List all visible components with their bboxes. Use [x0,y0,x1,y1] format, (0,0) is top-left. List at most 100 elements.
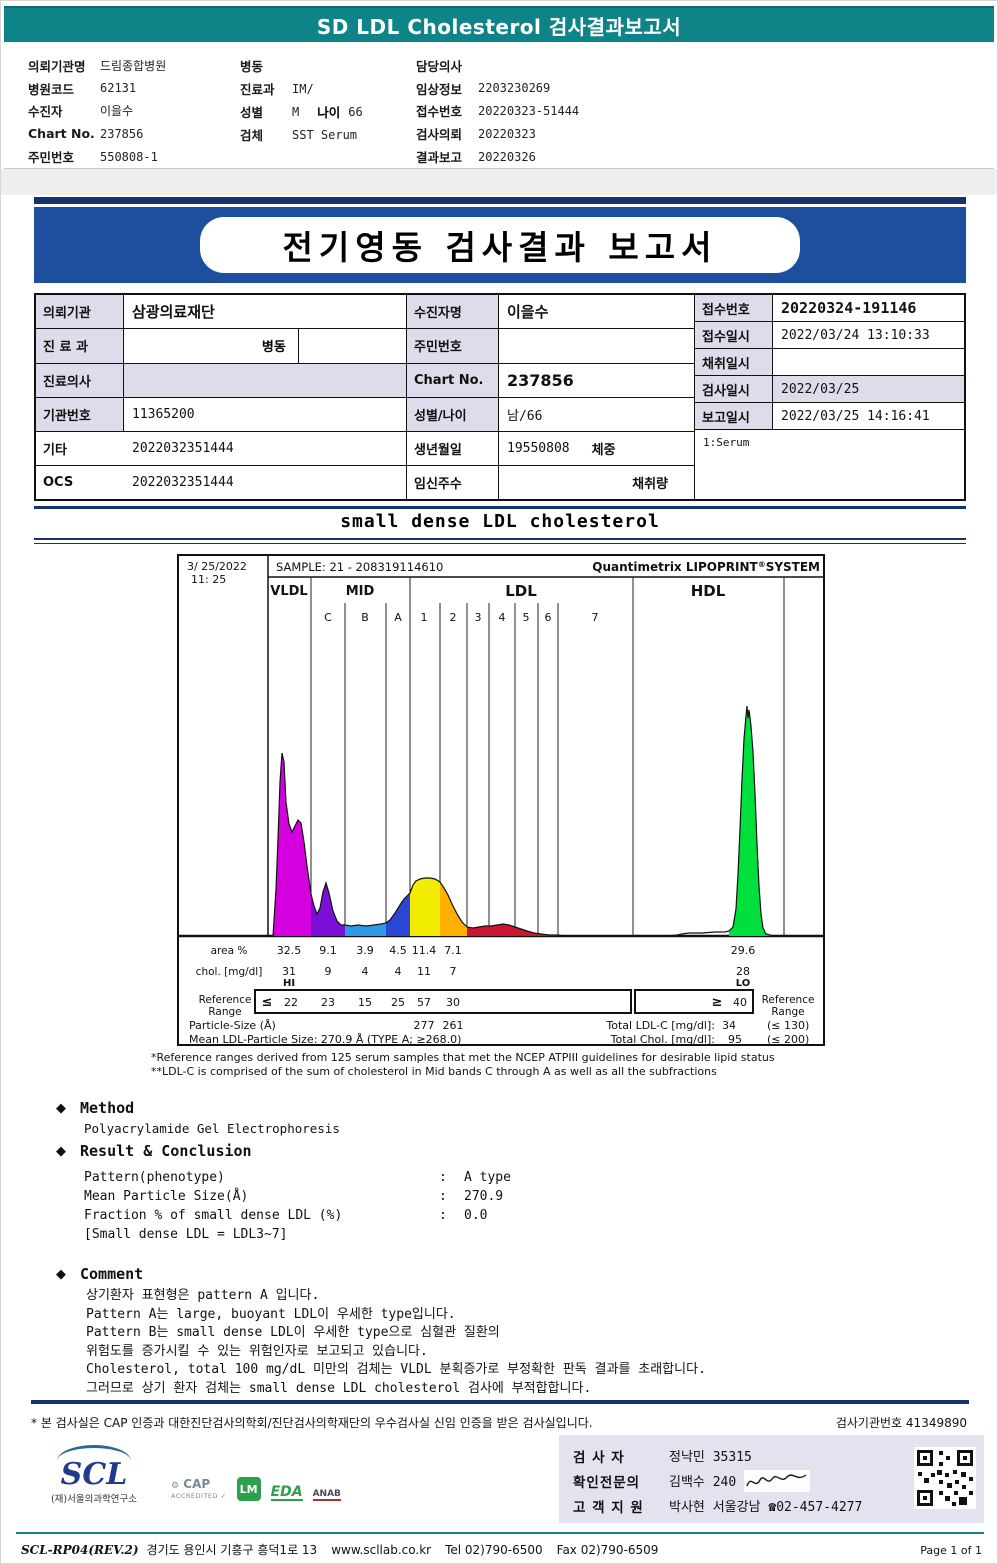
field-label: 진료과 [240,82,275,97]
result-label: Fraction % of small dense LDL (%) [84,1208,343,1223]
chart-footnotes: *Reference ranges derived from 125 serum… [151,1051,775,1079]
tel-text: Tel 02)790-6500 [445,1543,543,1557]
cell-value: 2022/03/24 13:10:33 [781,327,930,343]
brand-part2: SYSTEM [766,560,820,574]
result-label: Pattern(phenotype) [84,1170,225,1185]
cell-label: 접수번호 [695,295,773,321]
cell-value: 병동 [124,329,406,363]
cell-label: 성별/나이 [407,397,499,432]
patient-row: 검사의뢰 20220323 [416,122,796,145]
field-value: 20220326 [478,149,536,164]
registered-mark-icon: ® [758,560,766,569]
curve-outline-left [268,752,566,937]
org-number-value: 41349890 [905,1416,967,1430]
result-heading-text: Result & Conclusion [80,1142,252,1160]
field-label: Chart No. [28,126,95,142]
divider-strip [1,169,997,195]
signature-row: 검 사 자 정낙민 35315 [573,1443,974,1468]
footnote-1: *Reference ranges derived from 125 serum… [151,1051,775,1064]
method-section: ◆ Method Polyacrylamide Gel Electrophore… [56,1099,756,1246]
weight-label: 체중 [591,442,616,458]
comment-line: 그러므로 상기 환자 검체는 small dense LDL cholester… [86,1380,592,1396]
patient-row: 담당의사 [416,54,796,77]
result-note-text: [Small dense LDL = LDL3~7] [84,1227,288,1242]
ref-box-right [634,989,754,1014]
ref-label-left-1: Reference [199,994,252,1006]
field-value: 이을수 [100,104,134,119]
scl-logo-text: SCL [60,1457,128,1492]
field-value: M [292,104,300,119]
reviewer-label: 확인전문의 [573,1474,641,1491]
field-label: 나이 [317,105,341,120]
accreditation-text: * 본 검사실은 CAP 인증과 대한진단검사의학회/진단검사의학재단의 우수검… [31,1416,593,1430]
serum-note: 1:Serum [703,436,750,449]
birthdate-value: 19550808 [507,440,570,456]
row-label-chol: chol. [mg/dl] [196,966,263,978]
comment-line: 위험도를 증가시킬 수 있는 위험인자로 보고되고 있습니다. [86,1343,428,1359]
cell-value: 237856 [507,370,574,390]
collection-amount-label: 채취량 [632,476,668,492]
banner-title-box: 전기영동 검사결과 보고서 [200,217,800,273]
lipoprint-chart: 3/ 25/2022 11: 25 SAMPLE: 21 - 208319114… [177,554,825,1046]
banner-title: 전기영동 검사결과 보고서 [282,228,718,267]
curve-hdl [729,706,774,936]
table-row: OCS 2022032351444 [36,465,406,499]
chol-hdl: 28 [736,965,750,978]
curve-ldl3-7 [467,924,565,936]
result-row: Mean Particle Size(Å) : 270.9 [84,1189,756,1208]
patient-row: Chart No. 237856 [28,122,240,145]
sample-id: SAMPLE: 21 - 208319114610 [276,560,443,574]
result-heading: ◆ Result & Conclusion [56,1142,756,1160]
order-info-left: 의뢰기관 삼광의료재단 진 료 과 병동 진료의사 기관번호 11365200 … [36,295,406,499]
cell-value: 2022032351444 [132,474,234,490]
cell-value: 19550808 체중 [499,432,694,464]
subband-b: B [361,611,369,624]
row-label-particle: Particle-Size (Å) [189,1019,276,1032]
field-value: 2203230269 [478,81,551,96]
field-value: 66 [348,104,363,119]
area-mid-b: 3.9 [356,944,374,957]
table-row: 진료의사 [36,363,406,398]
support-value: 박사현 서울강남 ☎02-457-4277 [669,1500,863,1515]
section-title: small dense LDL cholesterol [340,511,660,532]
total-ldl-ref: (≤ 130) [767,1019,809,1032]
band-label-vldl: VLDL [270,584,307,599]
table-row: 기타 2022032351444 [36,432,406,466]
cell-label: 진료의사 [36,363,124,397]
ref-label-right-2: Range [771,1006,804,1018]
diamond-icon: ◆ [56,1266,66,1282]
banner-top-strip [34,197,966,204]
patient-info-block: 의뢰기관명 드림종합병원 병원코드 62131 수진자 이을수 Chart No… [4,44,994,169]
band-label-ldl: LDL [505,582,537,600]
subband-6: 6 [545,611,552,624]
report-title: SD LDL Cholesterol 검사결과보고서 [316,14,682,39]
signature-icon [744,1469,811,1492]
ref-label-left-2: Range [208,1006,241,1018]
field-value: SST Serum [292,127,358,142]
chart-time: 11: 25 [191,573,226,586]
table-row: 접수일시 2022/03/24 13:10:33 [695,322,964,349]
cell-sub-value [299,329,406,362]
field-value: 550808-1 [100,149,158,164]
footer-content: SCL (재)서울의과학연구소 ⚙ CAP ACCREDITED ✓ LM ED… [31,1435,984,1525]
diamond-icon: ◆ [56,1100,66,1116]
area-values: 32.5 9.1 3.9 4.5 11.4 7.1 29.6 [277,944,756,957]
cell-label: 생년월일 [407,432,499,465]
table-row: 수진자명 이을수 [407,295,694,330]
signature-row: 고 객 지 원 박사현 서울강남 ☎02-457-4277 [573,1493,974,1518]
qr-code [914,1447,976,1509]
particle-ldl2: 261 [443,1019,464,1032]
patient-row: 결과보고 20220326 [416,145,796,168]
patient-info-col2: 병동 진료과 IM/ 성별 M 나이 66 검체 SST Serum [240,54,416,168]
ref-ldl2: 30 [446,996,460,1009]
anab-logo: ANAB [312,1489,341,1501]
cell-sub-value: 병동 [124,329,299,363]
area-mid-c: 9.1 [319,944,337,957]
comment-line: Pattern B는 small dense LDL이 우세한 type으로 심… [86,1325,500,1340]
field-value: IM/ [292,81,314,96]
field-label: 담당의사 [416,58,463,74]
cap-accredited-text: ACCREDITED ✓ [171,1492,227,1500]
field-label: 성별 [240,105,264,120]
examiner-value: 정낙민 35315 [669,1450,752,1465]
patient-row: 주민번호 550808-1 [28,145,240,168]
